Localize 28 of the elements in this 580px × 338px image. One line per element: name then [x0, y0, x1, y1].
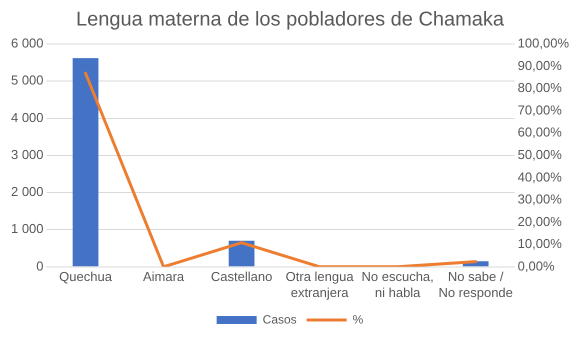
legend-label: Casos: [262, 312, 297, 326]
y-tick-label: 2 000: [10, 184, 44, 200]
x-tick-label: No sabe / No responde: [438, 269, 513, 300]
legend-label: %: [352, 312, 364, 326]
y-tick-label: 3 000: [10, 146, 44, 162]
y2-tick-label: 70,00%: [518, 102, 562, 118]
y-tick-label: 5 000: [10, 72, 44, 88]
y2-tick-label: 20,00%: [518, 214, 562, 229]
y2-tick-label: 30,00%: [518, 192, 562, 207]
y2-tick-label: 0,00%: [518, 258, 555, 274]
y2-tick-label: 10,00%: [518, 236, 562, 252]
x-tick-label: Otra lengua extranjera: [286, 269, 354, 300]
y2-tick-label: 50,00%: [518, 146, 562, 162]
x-tick-label: Quechua: [59, 269, 113, 284]
x-tick-label: No escucha, ni habla: [362, 269, 434, 300]
y2-tick-label: 40,00%: [518, 169, 562, 184]
bar: [72, 58, 98, 266]
y-tick-label: 6 000: [10, 36, 44, 51]
y-tick-label: 4 000: [10, 110, 44, 125]
y2-tick-label: 90,00%: [518, 58, 562, 73]
y2-tick-label: 100,00%: [518, 36, 570, 51]
y-tick-label: 0: [36, 258, 44, 274]
x-tick-label: Aimara: [142, 269, 185, 284]
y2-tick-label: 60,00%: [518, 124, 562, 140]
x-tick-label: Castellano: [210, 269, 272, 284]
y2-tick-label: 80,00%: [518, 80, 562, 96]
chart-title: Lengua materna de los pobladores de Chamaka: [76, 8, 505, 31]
y-tick-label: 1 000: [10, 221, 44, 236]
